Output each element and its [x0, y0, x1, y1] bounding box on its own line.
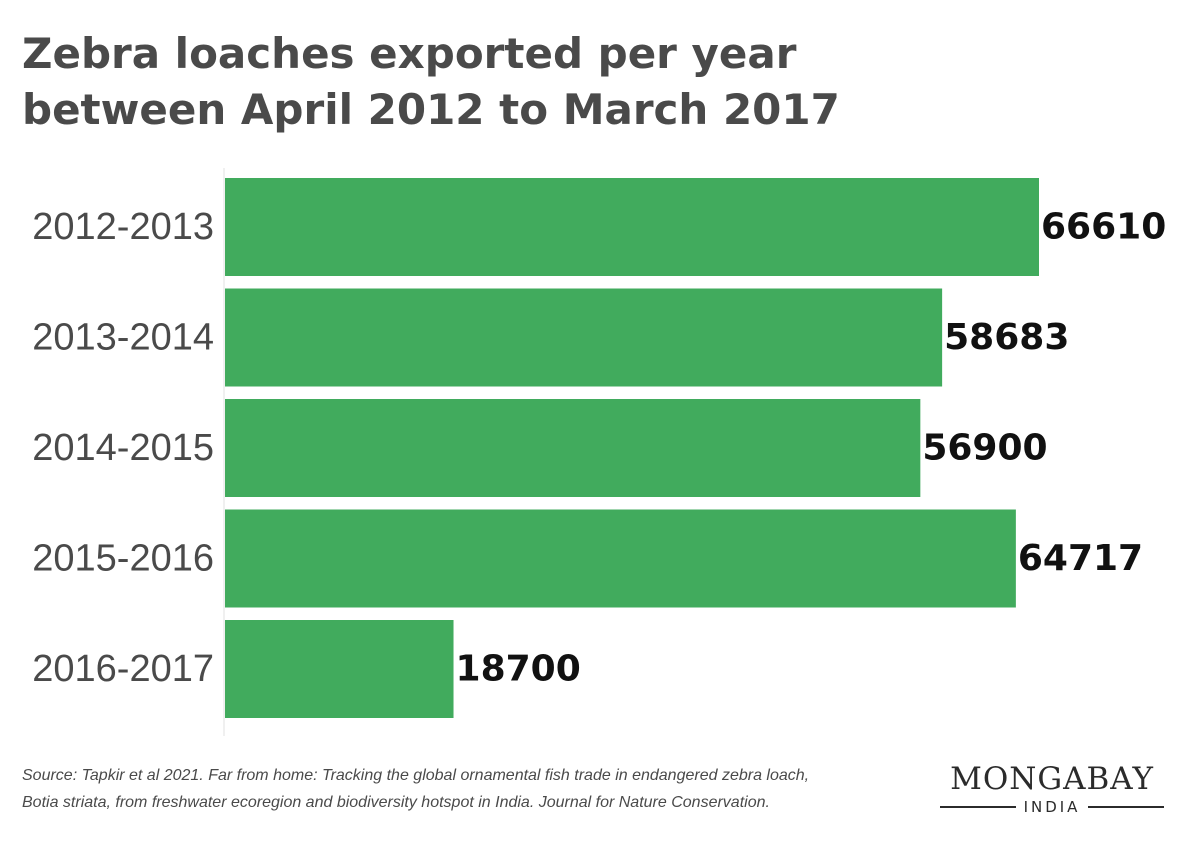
value-label-2014-2015: 56900: [922, 428, 1047, 469]
source-note: Source: Tapkir et al 2021. Far from home…: [22, 762, 922, 816]
bar-2015-2016: [225, 509, 1016, 608]
bar-2012-2013: [225, 178, 1039, 276]
bar-chart: 2012-2013 66610 2013-2014 58683 2014-2015 569…: [32, 168, 1166, 736]
source-line-1: Source: Tapkir et al 2021. Far from home…: [22, 767, 810, 784]
value-label-2012-2013: 66610: [1041, 207, 1166, 248]
category-label-2016-2017: 2016-2017: [32, 648, 214, 690]
logo-rule-left: [940, 806, 1016, 808]
category-label-2015-2016: 2015-2016: [32, 538, 214, 580]
logo-subtitle: INDIA: [1023, 798, 1081, 816]
value-label-2015-2016: 64717: [1018, 538, 1143, 579]
logo-rule-right: [1088, 806, 1165, 808]
logo-wordmark: MONGABAY: [950, 761, 1154, 797]
category-label-2014-2015: 2014-2015: [32, 427, 214, 469]
chart-title: Zebra loaches exported per year between …: [22, 26, 1172, 138]
mongabay-india-logo: MONGABAY INDIA: [940, 761, 1165, 816]
chart-title-line-2: between April 2012 to March 2017: [22, 85, 840, 134]
category-label-2012-2013: 2012-2013: [32, 206, 214, 248]
bar-2014-2015: [225, 399, 921, 497]
bars-group: 2012-2013 66610 2013-2014 58683 2014-2015 569…: [32, 178, 1166, 718]
chart-title-line-1: Zebra loaches exported per year: [22, 29, 797, 78]
value-label-2013-2014: 58683: [944, 317, 1069, 358]
bar-2016-2017: [225, 620, 454, 718]
logo-subline: INDIA: [940, 798, 1165, 816]
category-label-2013-2014: 2013-2014: [32, 317, 214, 359]
bar-2013-2014: [225, 288, 943, 387]
source-line-2: Botia striata, from freshwater ecoregion…: [22, 794, 770, 811]
value-label-2016-2017: 18700: [456, 649, 581, 690]
